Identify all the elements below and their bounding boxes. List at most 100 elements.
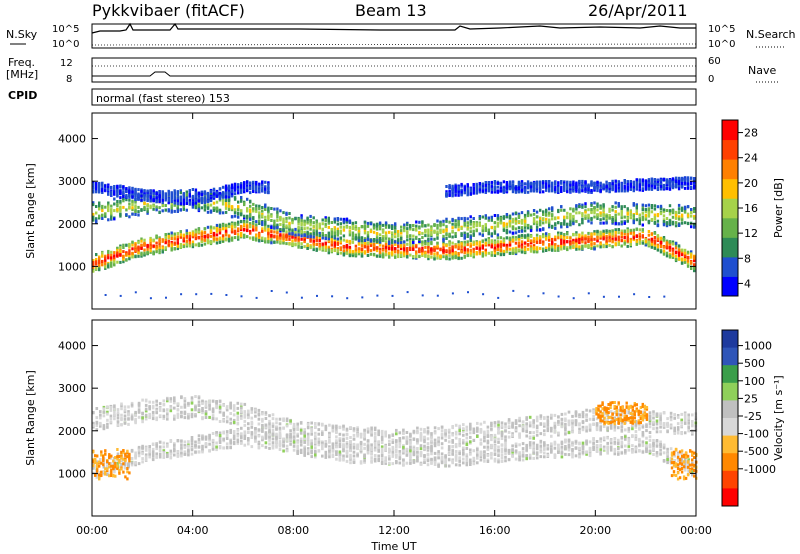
power-cell: [617, 235, 620, 239]
power-cell: [539, 219, 542, 223]
power-cell: [388, 246, 391, 250]
power-cell: [131, 208, 134, 212]
power-cell: [354, 248, 358, 252]
power-cell: [560, 235, 563, 238]
power-cell: [433, 223, 436, 227]
power-cell: [457, 190, 460, 194]
power-cell: [267, 206, 270, 210]
power-cell: [677, 248, 681, 252]
power-cell: [626, 211, 629, 215]
power-cell: [514, 231, 518, 235]
power-cell: [548, 219, 551, 223]
power-cell: [653, 241, 657, 245]
power-cell: [363, 251, 367, 255]
power-cell: [400, 235, 403, 239]
nsearch-label: N.Search: [746, 28, 796, 41]
power-cell: [527, 295, 530, 298]
power-cell: [608, 243, 611, 247]
power-cell: [686, 264, 690, 268]
power-cell: [182, 239, 185, 243]
power-cell: [439, 228, 442, 232]
power-cell: [125, 252, 128, 256]
power-cell: [557, 244, 560, 248]
power-cell: [463, 231, 466, 235]
power-cell: [578, 241, 581, 245]
power-cell: [188, 241, 191, 245]
power-cell: [442, 234, 445, 238]
power-cell: [185, 190, 188, 194]
power-cell: [104, 184, 107, 188]
power-cell: [233, 192, 237, 196]
power-cell: [557, 248, 560, 252]
power-cell: [104, 265, 107, 269]
power-cell: [137, 245, 140, 249]
power-cell: [92, 259, 95, 263]
power-cell: [218, 223, 222, 227]
power-cell: [218, 238, 222, 242]
power-cell: [122, 254, 125, 258]
power-cell: [566, 246, 569, 250]
power-cell: [230, 223, 234, 227]
power-cell: [303, 222, 306, 226]
power-cell: [475, 229, 478, 233]
nsky-tick-bottom: 10^0: [52, 39, 79, 50]
power-cell: [680, 208, 684, 212]
power-cell: [173, 198, 176, 202]
power-cell: [563, 215, 566, 219]
power-cell: [95, 253, 98, 256]
power-cell: [351, 221, 355, 225]
power-cell: [596, 214, 599, 218]
power-cell: [179, 191, 182, 195]
power-cell: [143, 241, 146, 245]
power-cell: [348, 251, 352, 255]
power-cell: [279, 240, 282, 244]
power-cell: [107, 208, 110, 212]
power-cell: [608, 182, 611, 185]
power-cell: [233, 229, 237, 233]
power-cell: [421, 243, 424, 247]
power-cell: [520, 211, 524, 215]
power-cell: [134, 255, 137, 259]
power-cell: [342, 252, 346, 256]
power-cell: [493, 214, 497, 217]
power-cell: [502, 253, 506, 257]
power-cell: [212, 237, 216, 241]
power-cell: [599, 214, 602, 218]
power-cell: [680, 206, 684, 210]
power-cell: [243, 223, 246, 227]
power-cell: [409, 236, 412, 240]
power-cell: [324, 236, 327, 240]
power-cell: [526, 247, 530, 251]
power-cell: [454, 193, 457, 197]
power-cell: [101, 214, 104, 218]
power-cell: [653, 178, 657, 182]
power-cell: [227, 193, 231, 197]
power-cell: [128, 215, 131, 219]
power-cell: [279, 233, 282, 237]
power-cell: [312, 235, 315, 239]
power-cell: [128, 198, 131, 202]
power-cell: [451, 191, 454, 195]
power-cell: [273, 230, 276, 234]
power-cell: [230, 192, 234, 196]
power-cell: [448, 191, 451, 195]
power-cell: [309, 219, 312, 223]
power-cell: [514, 187, 518, 191]
power-cell: [200, 206, 204, 210]
power-cell: [581, 185, 584, 189]
power-cell: [626, 181, 629, 185]
power-cell: [418, 231, 421, 234]
power-cell: [686, 176, 690, 180]
power-cell: [599, 221, 602, 225]
power-cell: [137, 249, 140, 253]
power-cell: [514, 217, 518, 221]
power-cell: [179, 245, 182, 249]
power-cell: [671, 242, 675, 246]
power-cell: [233, 183, 237, 187]
power-cell: [671, 180, 675, 184]
power-cell: [258, 236, 261, 240]
power-cell: [451, 241, 454, 245]
power-cell: [575, 211, 578, 215]
power-cell: [152, 190, 155, 194]
power-cell: [128, 254, 131, 258]
